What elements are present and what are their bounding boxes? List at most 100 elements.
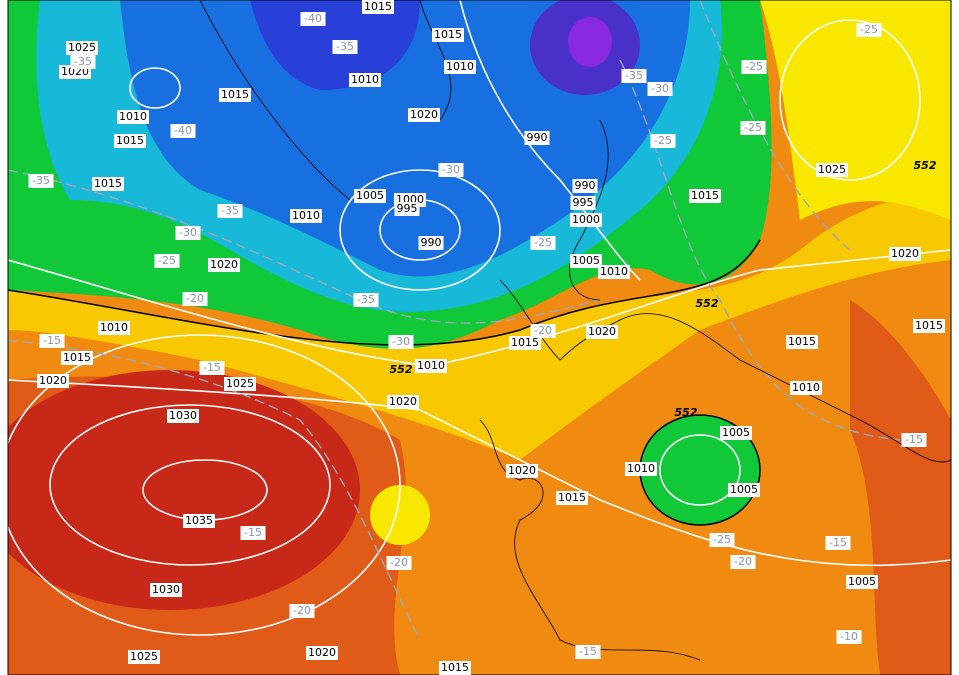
pressure-label-box (37, 374, 69, 388)
pressure-label-text: 1010 (292, 209, 320, 222)
temperature-label: -20 (386, 556, 412, 570)
temperature-label: -10 (836, 630, 862, 644)
pressure-label-box (846, 575, 878, 589)
contour-552 (8, 239, 761, 346)
pressure-label-text: 1010 (351, 73, 379, 86)
pressure-label-text: 1010 (119, 110, 147, 123)
pressure-label-text: 1010 (100, 321, 128, 334)
pressure-label-text: 1020 (508, 464, 536, 477)
pressure-label-box (689, 189, 721, 203)
temperature-label-text: -30 (392, 335, 410, 348)
pressure-label: 1015 (362, 0, 394, 14)
pressure-label: 1020 (306, 646, 338, 660)
temperature-label-text: -25 (860, 23, 878, 36)
pressure-label-text: 1010 (627, 462, 655, 475)
pressure-label: 1010 (98, 321, 130, 335)
temperature-label-box (199, 361, 225, 375)
pressure-label-box (432, 28, 464, 42)
pressure-label: 1020 (408, 108, 440, 122)
pressure-label-box (889, 247, 921, 261)
pressure-label-text: 1030 (152, 583, 180, 596)
pressure-label: 1015 (556, 491, 588, 505)
pressure-label-box (349, 73, 381, 87)
pressure-label: 1005 (720, 426, 752, 440)
temperature-label: -30 (438, 163, 464, 177)
temperature-label-box (740, 121, 766, 135)
pressure-label-text: 1020 (891, 247, 919, 260)
pressure-label-text: 1015 (94, 177, 122, 190)
temperature-label-box (39, 334, 65, 348)
temperature-label-box (70, 55, 96, 69)
pressure-label-text: 1015 (511, 336, 539, 349)
pressure-label: 1020 (208, 258, 240, 272)
pressure-label-box (415, 359, 447, 373)
temperature-label: -35 (353, 293, 379, 307)
pressure-label: 1025 (224, 377, 256, 391)
pressure-label: 995 (394, 202, 420, 216)
pressure-label-box (183, 514, 215, 528)
temperature-label: -30 (647, 82, 673, 96)
pressure-label-box (66, 41, 98, 55)
pressure-label-box (509, 336, 541, 350)
temperature-label-text: -25 (534, 236, 552, 249)
temperature-label-text: -20 (186, 292, 204, 305)
pressure-label: 990 (524, 131, 550, 145)
pressure-label-box (728, 483, 760, 497)
temperature-label-box (154, 254, 180, 268)
pressure-label: 1010 (290, 209, 322, 223)
pressure-label: 1020 (387, 395, 419, 409)
height-label-text: 552 (696, 297, 719, 310)
temperature-label: -25 (154, 254, 180, 268)
temperature-label: -20 (182, 292, 208, 306)
pressure-label: 1015 (219, 88, 251, 102)
temperature-label: -20 (730, 555, 756, 569)
pressure-label-text: 1015 (63, 351, 91, 364)
temperature-label: -25 (856, 23, 882, 37)
pressure-label-box (114, 134, 146, 148)
pressure-label: 1020 (586, 325, 618, 339)
pressure-label: 990 (418, 236, 444, 250)
temperature-label-box (650, 134, 676, 148)
pressure-label-text: 1020 (308, 646, 336, 659)
pressure-label-text: 1015 (691, 189, 719, 202)
pressure-label-text: 1005 (730, 483, 758, 496)
pressure-label-box (167, 409, 199, 423)
pressure-label: 990 (572, 179, 598, 193)
temperature-label-box (170, 124, 196, 138)
pressure-label-box (570, 254, 602, 268)
pressure-label-text: 1000 (572, 213, 600, 226)
pressure-label: 1010 (415, 359, 447, 373)
temperature-label: -30 (175, 226, 201, 240)
temperature-label: -25 (530, 236, 556, 250)
temperature-label-text: -30 (651, 82, 669, 95)
pressure-label-text: 1030 (169, 409, 197, 422)
temperature-label: -25 (740, 121, 766, 135)
temperature-label-text: -35 (625, 69, 643, 82)
pressure-label-text: 1005 (848, 575, 876, 588)
temperature-label-text: -40 (304, 12, 322, 25)
height-label-text: 552 (914, 159, 937, 172)
temperature-label-text: -25 (654, 134, 672, 147)
pressure-label-text: 1020 (210, 258, 238, 271)
field-green-italy (640, 415, 760, 525)
pressure-label-box (506, 464, 538, 478)
pressure-label-box (354, 189, 386, 203)
pressure-label-text: 995 (397, 202, 418, 215)
pressure-label: 1020 (889, 247, 921, 261)
temperature-label-box (530, 324, 556, 338)
temperature-label-box (353, 293, 379, 307)
temperature-label: -25 (741, 60, 767, 74)
pressure-label-text: 1010 (417, 359, 445, 372)
temperature-label-box (741, 60, 767, 74)
pressure-label: 1020 (506, 464, 538, 478)
pressure-label-box (92, 177, 124, 191)
pressure-label-text: 1015 (221, 88, 249, 101)
temperature-label-box (182, 292, 208, 306)
pressure-label: 1005 (728, 483, 760, 497)
temperature-label-box (530, 236, 556, 250)
temperature-label: -15 (199, 361, 225, 375)
pressure-label-text: 1020 (389, 395, 417, 408)
pressure-label-box (61, 351, 93, 365)
pressure-label: 1000 (570, 213, 602, 227)
temperature-label-text: -20 (293, 604, 311, 617)
